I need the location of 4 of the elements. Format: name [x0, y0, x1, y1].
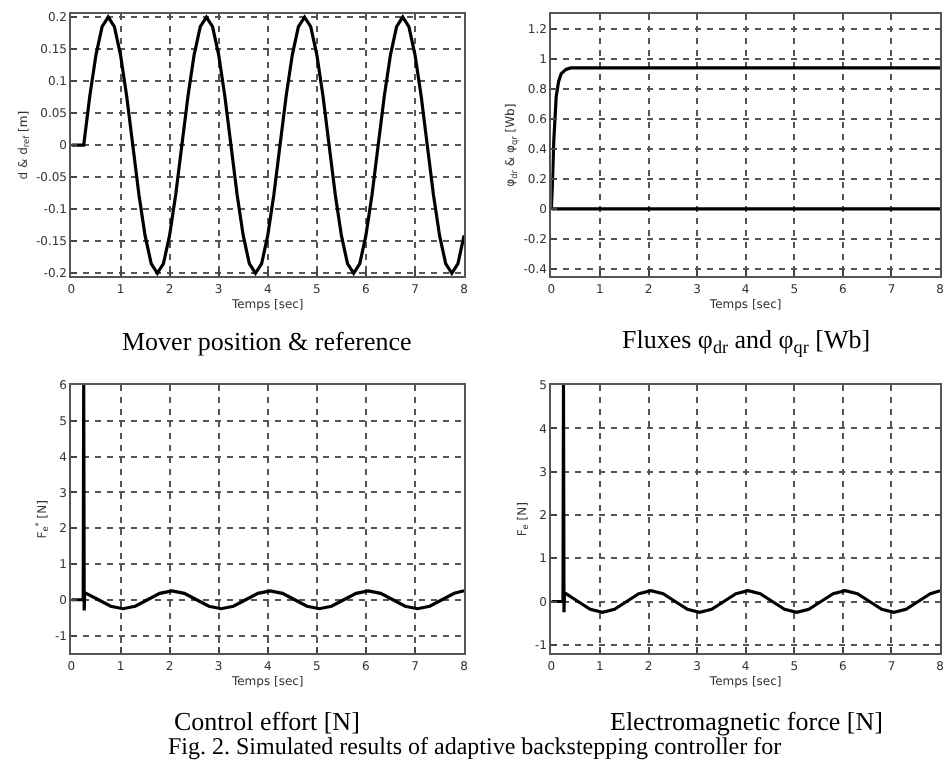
text: Mover position & reference: [122, 326, 412, 356]
text: Control effort [N]: [174, 706, 360, 736]
text: Fluxes φ$_{dr}$ and φ$_{qr}$ [Wb]: [622, 324, 871, 358]
text: Electromagnetic force [N]: [610, 706, 883, 736]
